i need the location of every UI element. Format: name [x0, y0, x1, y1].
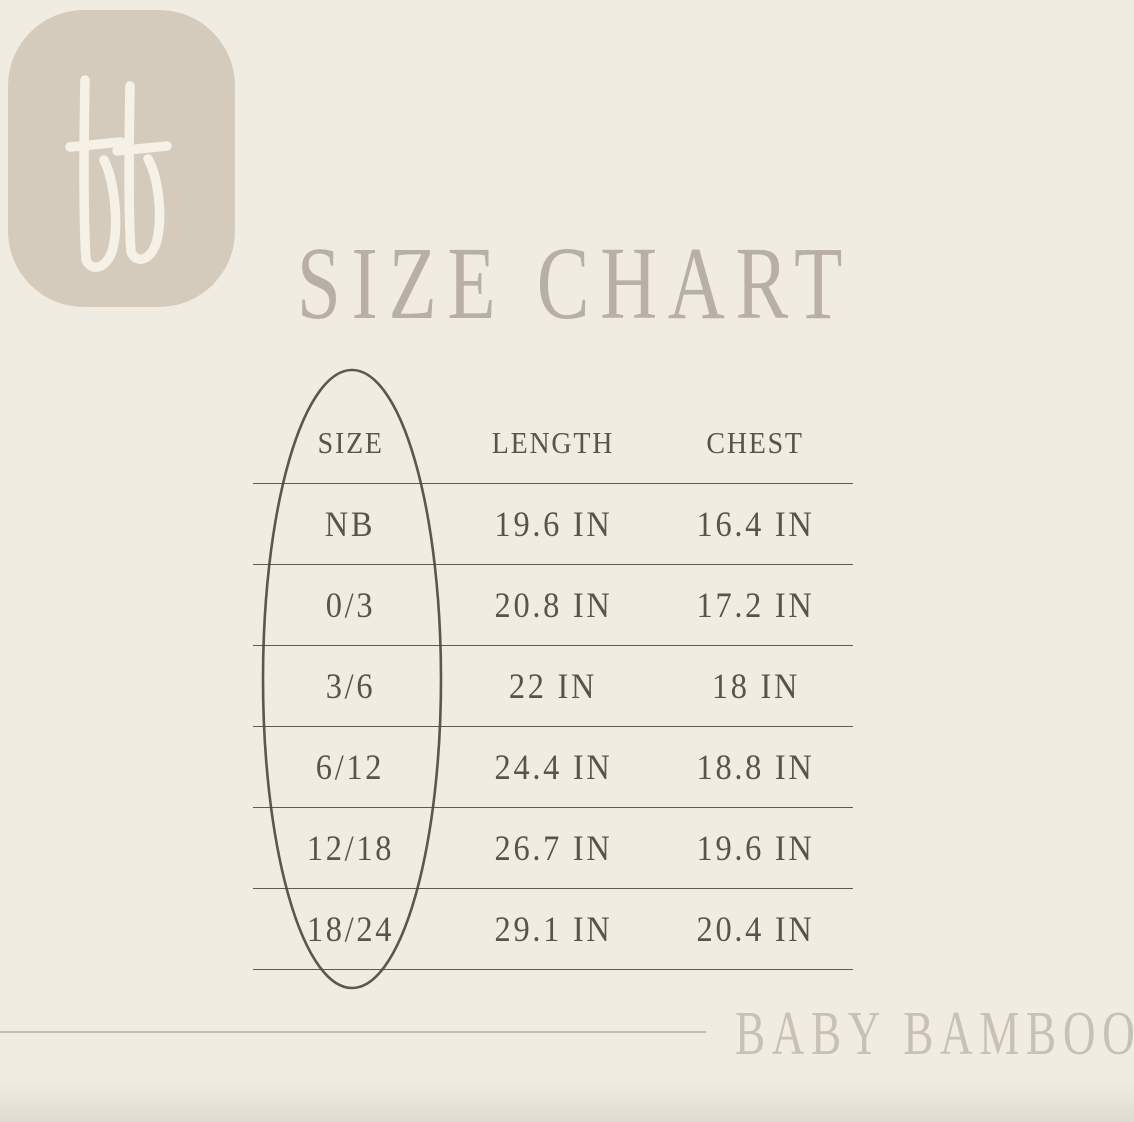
- footer-divider: [0, 1031, 706, 1033]
- length-cell: 24.4 IN: [494, 747, 612, 787]
- size-cell: NB: [325, 504, 376, 544]
- table-header-row: SIZE LENGTH CHEST: [253, 403, 853, 484]
- column-header-length: LENGTH: [491, 425, 615, 460]
- size-cell: 18/24: [306, 909, 395, 949]
- column-header-size: SIZE: [317, 425, 384, 460]
- length-cell: 20.8 IN: [494, 585, 612, 625]
- length-cell: 19.6 IN: [494, 504, 612, 544]
- size-cell: 6/12: [316, 747, 385, 787]
- column-header-chest: CHEST: [706, 425, 805, 460]
- chest-cell: 16.4 IN: [696, 504, 815, 544]
- bottom-shade: [0, 1080, 1134, 1122]
- table-body: NB 19.6 IN 16.4 IN 0/3 20.8 IN 17.2 IN: [253, 484, 853, 970]
- table-row: 18/24 29.1 IN 20.4 IN: [253, 889, 853, 970]
- chest-cell: 17.2 IN: [696, 585, 815, 625]
- chest-cell: 20.4 IN: [696, 909, 815, 949]
- chest-cell: 19.6 IN: [696, 828, 815, 868]
- size-table: SIZE LENGTH CHEST NB 19.6 IN 16.4 IN: [253, 403, 853, 970]
- table-row: 3/6 22 IN 18 IN: [253, 646, 853, 727]
- size-cell: 0/3: [325, 585, 376, 625]
- bb-monogram-icon: [65, 75, 172, 272]
- length-cell: 29.1 IN: [494, 909, 612, 949]
- page-title: SIZE CHART: [296, 226, 854, 341]
- table-row: 12/18 26.7 IN 19.6 IN: [253, 808, 853, 889]
- size-cell: 12/18: [306, 828, 395, 868]
- chest-cell: 18 IN: [711, 666, 800, 706]
- table-row: 0/3 20.8 IN 17.2 IN: [253, 565, 853, 646]
- length-cell: 22 IN: [508, 666, 598, 706]
- size-cell: 3/6: [325, 666, 376, 706]
- table-row: NB 19.6 IN 16.4 IN: [253, 484, 853, 565]
- table-row: 6/12 24.4 IN 18.8 IN: [253, 727, 853, 808]
- brand-name: BABY BAMBOO: [735, 1000, 1134, 1068]
- length-cell: 26.7 IN: [494, 828, 612, 868]
- chest-cell: 18.8 IN: [696, 747, 815, 787]
- brand-logo: [8, 10, 235, 307]
